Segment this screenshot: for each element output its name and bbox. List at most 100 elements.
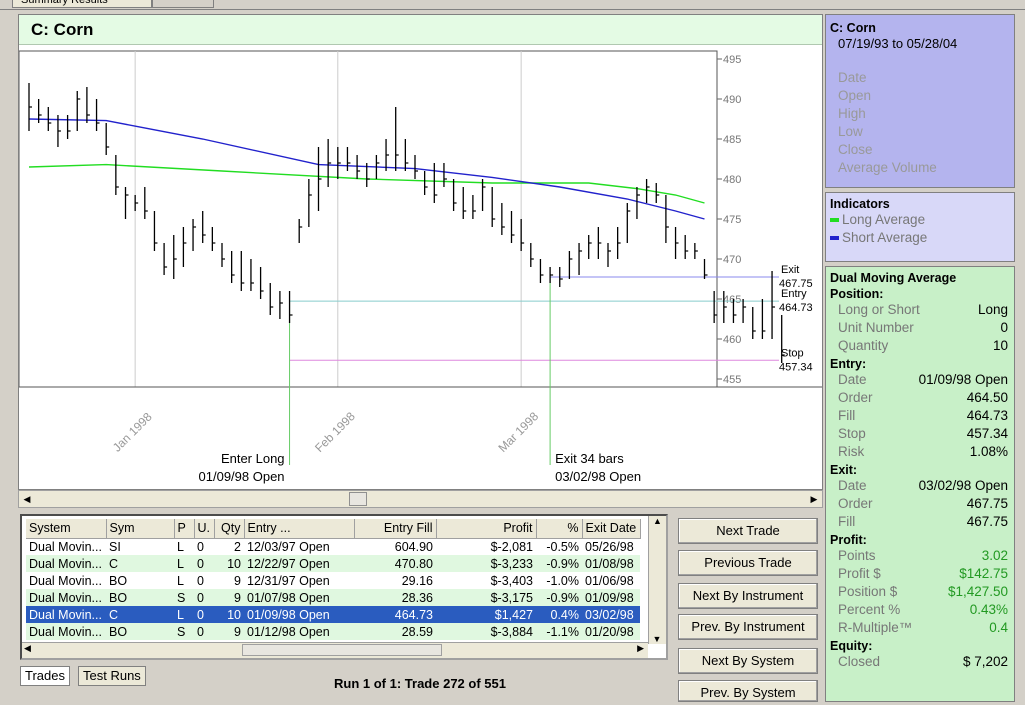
table-cell: -0.5% [546, 539, 579, 554]
table-cell: 10 [214, 555, 244, 572]
table-cell: L [174, 606, 194, 623]
scroll-right-icon[interactable]: ▶ [810, 494, 818, 504]
scroll-down-icon[interactable]: ▼ [652, 634, 662, 644]
entry-row: Risk 1.08% [826, 443, 1014, 461]
trade-details-section: Dual Moving Average Position: Long or Sho… [825, 266, 1015, 702]
entry-key: Stop [838, 426, 866, 441]
table-scroll-left-icon[interactable]: ◀ [24, 643, 31, 653]
entry-row: Fill 464.73 [826, 407, 1014, 425]
table-horizontal-scrollbar[interactable]: ◀ ▶ [22, 642, 648, 658]
table-row[interactable]: Dual Movin... BO L 0 9 12/31/97 Open 29.16 $-3,… [26, 572, 640, 589]
y-tick-label: 475 [723, 214, 741, 226]
trade-details: Position: Long or Short Long Unit Number 0 Qu… [826, 285, 1014, 671]
prev-by-instrument-button[interactable]: Prev. By Instrument [678, 614, 818, 640]
table-cell: C [106, 606, 174, 623]
level-value-exit: 467.75 [779, 278, 813, 290]
indicators-title: Indicators [830, 197, 890, 211]
info-panel: C: Corn 07/19/93 to 05/28/04 Date Open Hig… [825, 14, 1015, 702]
scroll-up-icon[interactable]: ▲ [653, 516, 662, 526]
previous-trade-button[interactable]: Previous Trade [678, 550, 818, 576]
trades-table: System Sym P U. Qty Entry ... Entry Fill Profit… [26, 519, 641, 640]
profit-row: Position $ $1,427.50 [826, 583, 1014, 601]
indicator-swatch-icon [830, 218, 839, 223]
table-cell: Dual Movin... [29, 573, 102, 588]
table-cell: 28.36 [354, 589, 436, 606]
table-row[interactable]: Dual Movin... C L 0 10 12/22/97 Open 470.80 $-3… [26, 555, 640, 572]
table-cell: Dual Movin... [26, 555, 106, 572]
series-long-average [28, 163, 705, 204]
tab-summary-results[interactable]: Summary Results [12, 0, 152, 8]
table-cell: 10 [214, 606, 244, 623]
y-tick-label: 490 [723, 94, 741, 106]
column-header[interactable]: P [174, 519, 195, 539]
table-cell: 01/12/98 Open [244, 623, 354, 640]
table-cell: Dual Movin... [26, 589, 106, 606]
tab-test-runs[interactable]: Test Runs [78, 666, 146, 686]
equity-heading: Equity: [830, 639, 873, 653]
instrument-info-section: C: Corn 07/19/93 to 05/28/04 Date Open Hig… [825, 14, 1015, 188]
column-header[interactable]: Entry ... [244, 519, 355, 539]
y-tick-label: 495 [723, 54, 741, 66]
instrument-fields: Date Open High Low Close Average Volume [826, 69, 1014, 177]
table-row[interactable]: Dual Movin... SI L 0 2 12/03/97 Open 604.90 $-2… [26, 538, 640, 555]
table-cell: 12/31/97 Open [247, 573, 330, 588]
indicator-label: Long Average [842, 212, 926, 227]
table-cell: 29.16 [401, 573, 433, 588]
price-chart[interactable]: 455 460 465 470 475 480 485 490 495 Jan 1998 Feb 1… [19, 45, 822, 489]
profit-row: R-Multiple™ 0.4 [826, 619, 1014, 637]
scroll-thumb[interactable] [349, 492, 367, 506]
chart-horizontal-scrollbar[interactable]: ◀ ▶ [18, 490, 823, 508]
column-header[interactable]: Qty [214, 519, 245, 539]
instrument-field-label: Average Volume [838, 160, 937, 175]
table-cell: 9 [214, 623, 244, 640]
table-cell: 604.90 [394, 539, 433, 554]
column-header[interactable]: Entry Fill [354, 519, 437, 539]
table-cell: 2 [234, 539, 241, 554]
series-short-average [28, 118, 705, 220]
prev-by-system-button[interactable]: Prev. By System [678, 680, 818, 702]
next-trade-button[interactable]: Next Trade [678, 518, 818, 544]
x-tick-label: Jan 1998 [110, 410, 155, 455]
table-cell: 0 [197, 539, 204, 554]
column-header[interactable]: Sym [106, 519, 175, 539]
exit-value: 03/02/98 Open [918, 478, 1008, 493]
table-row[interactable]: Dual Movin... BO S 0 9 01/12/98 Open 28.59 $-3,… [26, 623, 640, 640]
tab-trades[interactable]: Trades [20, 666, 70, 686]
table-cell: 470.80 [354, 555, 436, 572]
next-by-instrument-button[interactable]: Next By Instrument [678, 583, 818, 609]
table-cell: 01/07/98 Open [244, 589, 354, 606]
column-header[interactable]: Exit Date [582, 519, 641, 539]
level-label-entry: Entry [781, 288, 807, 300]
column-header[interactable]: % [536, 519, 583, 539]
table-cell: 9 [234, 573, 241, 588]
table-cell: 01/20/98 [582, 623, 640, 640]
profit-value: $142.75 [959, 566, 1008, 581]
level-value-entry: 464.73 [779, 302, 813, 314]
column-header[interactable]: U. [194, 519, 215, 539]
table-vertical-scrollbar[interactable]: ▲ ▼ [648, 516, 666, 644]
instrument-field-label: Open [838, 88, 872, 103]
table-row[interactable]: Dual Movin... C L 0 10 01/09/98 Open 464.73 $1,… [26, 606, 640, 623]
next-by-system-button[interactable]: Next By System [678, 648, 818, 674]
y-tick-label: 465 [723, 294, 741, 306]
table-header-row: System Sym P U. Qty Entry ... Entry Fill Profit… [26, 519, 641, 539]
column-header[interactable]: System [26, 519, 107, 539]
position-heading: Position: [830, 287, 884, 301]
table-cell: 0 [194, 589, 214, 606]
table-row[interactable]: Dual Movin... BO S 0 9 01/07/98 Open 28.36 $-3,… [26, 589, 640, 606]
column-header[interactable]: Profit [436, 519, 537, 539]
x-tick-label: Feb 1998 [312, 409, 358, 455]
scroll-left-icon[interactable]: ◀ [23, 494, 31, 504]
table-cell: L [174, 555, 194, 572]
level-value-stop: 457.34 [779, 361, 813, 373]
table-cell: -1.1% [536, 623, 582, 640]
table-cell: 9 [214, 589, 244, 606]
table-scroll-thumb[interactable] [242, 644, 442, 656]
run-status: Run 1 of 1: Trade 272 of 551 [334, 676, 506, 691]
profit-row: Points 3.02 [826, 547, 1014, 565]
tab-blank[interactable] [152, 0, 214, 8]
indicator-item: Short Average [826, 229, 1014, 247]
entry-value: 464.73 [966, 408, 1008, 423]
table-scroll-right-icon[interactable]: ▶ [637, 643, 644, 653]
level-label-exit: Exit [781, 264, 799, 276]
